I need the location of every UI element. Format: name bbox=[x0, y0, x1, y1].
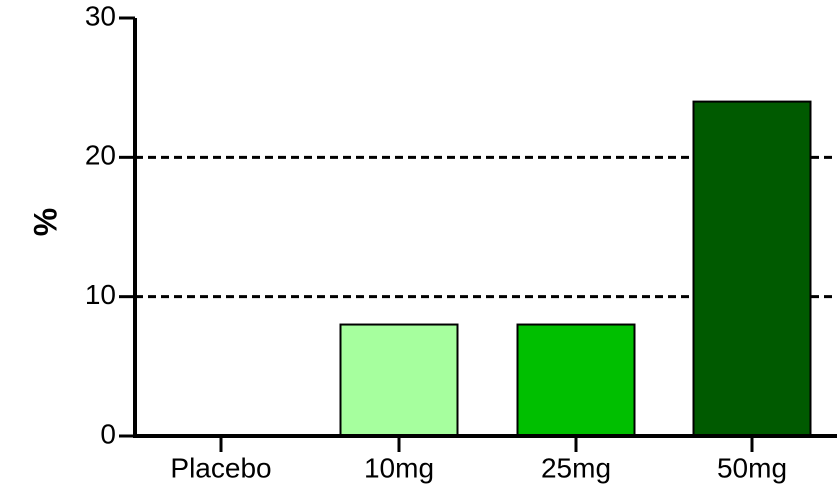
x-tick-label-25mg: 25mg bbox=[541, 452, 611, 483]
y-tick-label: 10 bbox=[85, 279, 116, 310]
bar-10mg bbox=[339, 323, 459, 437]
y-tick-label: 30 bbox=[85, 0, 116, 31]
x-tick-label-50mg: 50mg bbox=[717, 452, 787, 483]
bars bbox=[339, 100, 812, 437]
bar-50mg bbox=[692, 100, 812, 437]
y-ticks: 0 10 20 30 bbox=[85, 0, 135, 449]
y-tick-label: 0 bbox=[100, 418, 116, 449]
x-tick-label-10mg: 10mg bbox=[364, 452, 434, 483]
y-axis-label: % bbox=[27, 208, 63, 236]
y-tick-label: 20 bbox=[85, 140, 116, 171]
x-tick-label-placebo: Placebo bbox=[170, 452, 271, 483]
axes bbox=[133, 18, 837, 438]
bar-25mg bbox=[516, 323, 636, 437]
x-ticks: Placebo 10mg 25mg 50mg bbox=[170, 436, 787, 483]
